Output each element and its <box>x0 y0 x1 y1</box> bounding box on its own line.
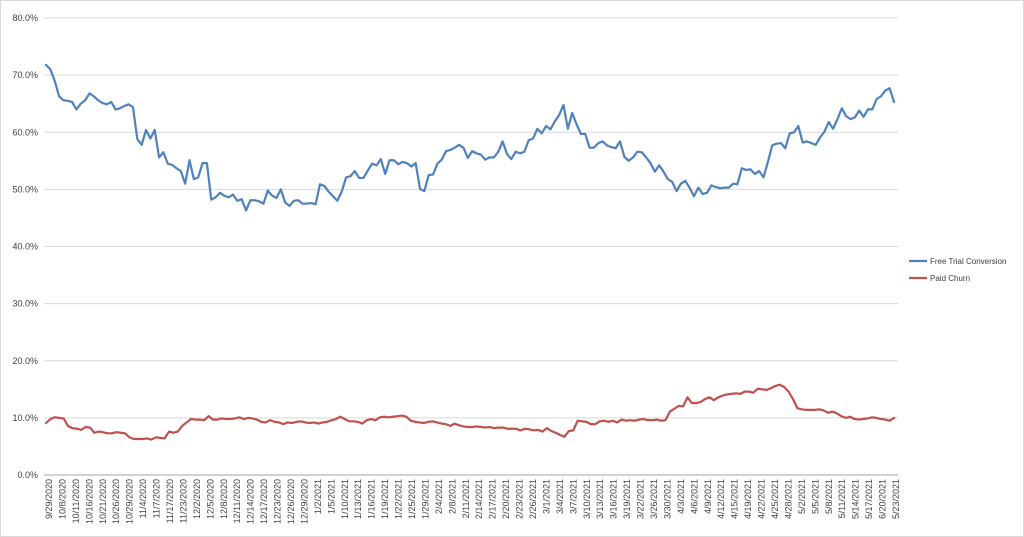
series-lines <box>44 63 896 441</box>
y-tick-label: 40.0% <box>12 242 38 252</box>
y-tick-label: 10.0% <box>12 413 38 423</box>
legend-label: Paid Churn <box>930 274 970 283</box>
x-tick-label: 4/19/2021 <box>743 479 753 519</box>
x-tick-label: 12/2/2020 <box>192 479 202 519</box>
x-tick-label: 2/20/2021 <box>501 479 511 519</box>
x-tick-label: 10/26/2020 <box>111 479 121 524</box>
x-tick-label: 10/29/2020 <box>125 479 135 524</box>
x-tick-label: 10/21/2020 <box>98 479 108 524</box>
x-tick-label: 2/17/2021 <box>488 479 498 519</box>
x-tick-label: 9/29/2020 <box>44 479 54 519</box>
x-tick-label: 2/8/2021 <box>447 479 457 514</box>
x-tick-label: 1/5/2021 <box>326 479 336 514</box>
y-tick-label: 0.0% <box>17 470 38 480</box>
x-tick-label: 10/16/2020 <box>84 479 94 524</box>
x-tick-label: 3/19/2021 <box>622 479 632 519</box>
x-tick-label: 5/23/2021 <box>891 479 901 519</box>
x-tick-label: 1/29/2021 <box>420 479 430 519</box>
x-axis: 9/29/2020 10/8/2020 10/11/2020 10/16/2020 10… <box>44 479 901 524</box>
y-tick-label: 30.0% <box>12 299 38 309</box>
x-tick-label: 4/6/2021 <box>689 479 699 514</box>
y-tick-label: 50.0% <box>12 184 38 194</box>
x-tick-label: 5/11/2021 <box>837 479 847 518</box>
x-tick-label: 12/17/2020 <box>259 479 269 524</box>
x-tick-label: 1/2/2021 <box>313 479 323 514</box>
x-tick-label: 6/20/2021 <box>878 479 888 519</box>
y-tick-label: 20.0% <box>12 356 38 366</box>
x-tick-label: 12/8/2020 <box>219 479 229 519</box>
series-line-0 <box>44 63 896 212</box>
x-tick-label: 3/30/2021 <box>662 479 672 519</box>
x-tick-label: 5/8/2021 <box>824 479 834 514</box>
x-tick-label: 3/10/2021 <box>582 479 592 519</box>
x-tick-label: 12/5/2020 <box>205 479 215 519</box>
x-tick-label: 3/22/2021 <box>636 479 646 519</box>
y-tick-label: 70.0% <box>12 70 38 80</box>
x-tick-label: 4/22/2021 <box>757 479 767 519</box>
y-axis: 0.0% 10.0% 20.0% 30.0% 40.0% 50.0% 60.0% 70.0% 8… <box>12 13 38 480</box>
x-tick-label: 3/13/2021 <box>595 479 605 519</box>
gridlines <box>44 17 898 476</box>
x-tick-label: 2/26/2021 <box>528 479 538 519</box>
x-tick-label: 4/15/2021 <box>730 479 740 519</box>
x-tick-label: 3/1/2021 <box>541 479 551 514</box>
x-tick-label: 1/19/2021 <box>380 479 390 519</box>
x-tick-label: 12/23/2020 <box>273 479 283 524</box>
x-tick-label: 4/9/2021 <box>703 479 713 514</box>
x-tick-label: 5/5/2021 <box>810 479 820 514</box>
x-tick-label: 2/4/2021 <box>434 479 444 514</box>
x-tick-label: 1/10/2021 <box>340 479 350 519</box>
series-line-1 <box>44 383 896 441</box>
x-tick-label: 4/12/2021 <box>716 479 726 519</box>
x-tick-label: 11/17/2020 <box>165 479 175 523</box>
x-tick-label: 5/2/2021 <box>797 479 807 514</box>
x-tick-label: 3/7/2021 <box>568 479 578 514</box>
x-tick-label: 3/26/2021 <box>649 479 659 519</box>
x-tick-label: 3/4/2021 <box>555 479 565 514</box>
x-tick-label: 11/23/2020 <box>178 479 188 523</box>
x-tick-label: 1/25/2021 <box>407 479 417 519</box>
x-tick-label: 4/28/2021 <box>783 479 793 519</box>
legend: Free Trial Conversion Paid Churn <box>909 257 1006 283</box>
x-tick-label: 5/17/2021 <box>864 479 874 519</box>
x-tick-label: 11/4/2020 <box>138 479 148 518</box>
y-tick-label: 60.0% <box>12 127 38 137</box>
x-tick-label: 12/29/2020 <box>299 479 309 524</box>
x-tick-label: 10/8/2020 <box>57 479 67 519</box>
legend-label: Free Trial Conversion <box>930 257 1006 266</box>
x-tick-label: 1/13/2021 <box>353 479 363 519</box>
x-tick-label: 12/14/2020 <box>246 479 256 524</box>
x-tick-label: 10/11/2020 <box>71 479 81 523</box>
x-tick-label: 3/16/2021 <box>609 479 619 519</box>
x-tick-label: 1/16/2021 <box>367 479 377 519</box>
y-tick-label: 80.0% <box>12 13 38 23</box>
x-tick-label: 4/3/2021 <box>676 479 686 514</box>
x-tick-label: 11/7/2020 <box>152 479 162 518</box>
x-tick-label: 2/14/2021 <box>474 479 484 519</box>
x-tick-label: 12/26/2020 <box>286 479 296 524</box>
x-tick-label: 1/22/2021 <box>394 479 404 519</box>
x-tick-label: 4/25/2021 <box>770 479 780 519</box>
x-tick-label: 2/23/2021 <box>515 479 525 519</box>
x-tick-label: 12/11/2020 <box>232 479 242 523</box>
x-tick-label: 2/11/2021 <box>461 479 471 518</box>
x-tick-label: 5/14/2021 <box>851 479 861 519</box>
